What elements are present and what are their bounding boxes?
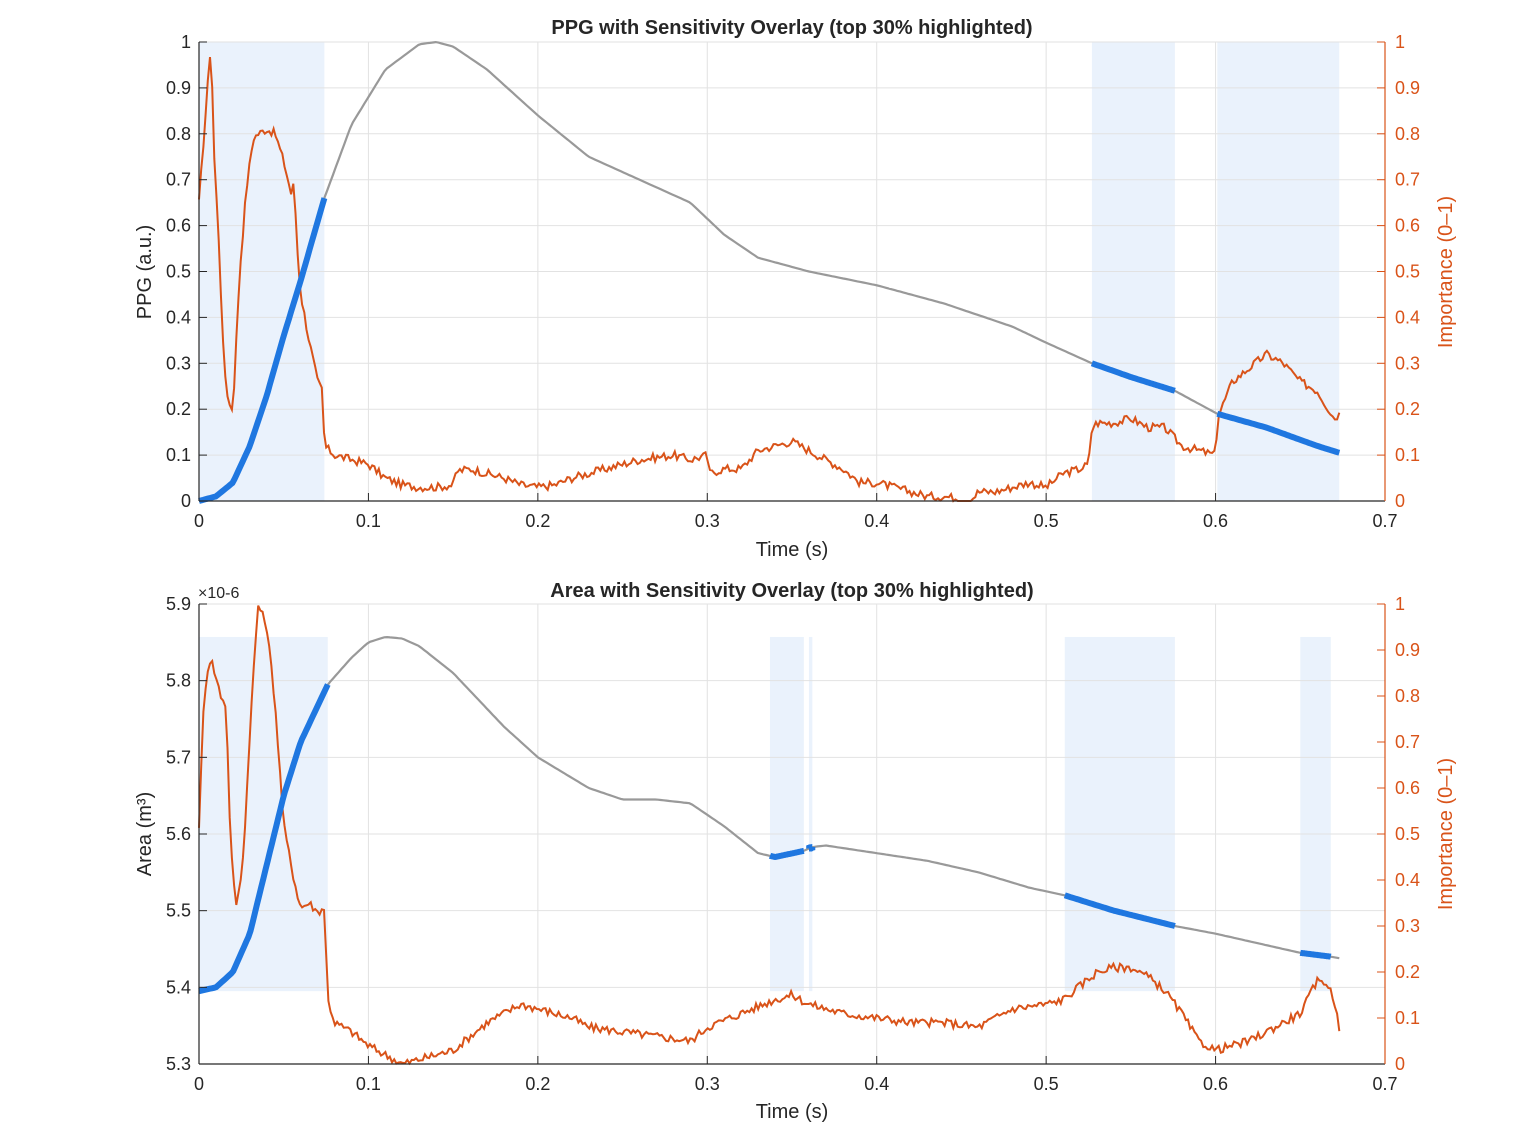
y-tick-label: 5.7 bbox=[166, 747, 191, 767]
y-tick-label: 0 bbox=[181, 491, 191, 511]
highlighted-signal-segment bbox=[806, 844, 816, 852]
highlighted-signal-segment bbox=[1216, 410, 1341, 456]
highlighted-signal-segment bbox=[198, 683, 331, 995]
y-right-tick-label: 0.2 bbox=[1395, 399, 1420, 419]
highlighted-signal-segment bbox=[1299, 949, 1332, 960]
y-tick-label: 5.8 bbox=[166, 671, 191, 691]
x-tick-label: 0.4 bbox=[864, 1074, 889, 1094]
x-tick-label: 0.3 bbox=[695, 1074, 720, 1094]
y-right-tick-label: 0.8 bbox=[1395, 686, 1420, 706]
x-tick-label: 0.4 bbox=[864, 511, 889, 531]
area-chart: Area with Sensitivity Overlay (top 30% h… bbox=[134, 580, 1457, 1123]
x-tick-label: 0.7 bbox=[1372, 1074, 1397, 1094]
y-tick-label: 5.4 bbox=[166, 977, 191, 997]
highlight-region bbox=[769, 636, 804, 992]
y-right-tick-label: 0.1 bbox=[1395, 1008, 1420, 1028]
y-right-tick-label: 0.9 bbox=[1395, 78, 1420, 98]
y-tick-label: 0.8 bbox=[166, 124, 191, 144]
ppg-chart: PPG with Sensitivity Overlay (top 30% hi… bbox=[134, 17, 1457, 561]
y-right-tick-label: 1 bbox=[1395, 594, 1405, 614]
y-right-tick-label: 1 bbox=[1395, 32, 1405, 52]
y-tick-label: 5.3 bbox=[166, 1054, 191, 1074]
y-right-tick-label: 0.6 bbox=[1395, 216, 1420, 236]
y-right-tick-label: 0.7 bbox=[1395, 732, 1420, 752]
y-tick-label: 1 bbox=[181, 32, 191, 52]
y-right-tick-label: 0.8 bbox=[1395, 124, 1420, 144]
y-right-tick-label: 0.3 bbox=[1395, 916, 1420, 936]
x-axis-label: Time (s) bbox=[756, 1101, 829, 1123]
y-axis-right-label: Importance (0–1) bbox=[1435, 196, 1457, 348]
importance-series-line bbox=[198, 57, 1341, 503]
x-tick-label: 0.1 bbox=[356, 1074, 381, 1094]
y-tick-label: 0.4 bbox=[166, 307, 191, 327]
y-exponent-label: ×10-6 bbox=[198, 585, 239, 602]
y-tick-label: 0.5 bbox=[166, 262, 191, 282]
y-right-tick-label: 0.7 bbox=[1395, 170, 1420, 190]
x-tick-label: 0.5 bbox=[1034, 1074, 1059, 1094]
y-tick-label: 5.9 bbox=[166, 594, 191, 614]
y-right-tick-label: 0.6 bbox=[1395, 778, 1420, 798]
y-tick-label: 5.5 bbox=[166, 901, 191, 921]
y-right-tick-label: 0.9 bbox=[1395, 640, 1420, 660]
x-axis-label: Time (s) bbox=[756, 539, 829, 561]
y-tick-label: 0.6 bbox=[166, 216, 191, 236]
highlighted-signal-segment bbox=[198, 197, 328, 504]
y-tick-label: 0.3 bbox=[166, 353, 191, 373]
highlight-region bbox=[199, 636, 328, 992]
x-tick-label: 0.7 bbox=[1372, 511, 1397, 531]
chart-title: Area with Sensitivity Overlay (top 30% h… bbox=[550, 580, 1033, 602]
y-right-tick-label: 0.3 bbox=[1395, 353, 1420, 373]
highlight-region bbox=[1064, 636, 1175, 992]
highlighted-signal-segment bbox=[1063, 892, 1176, 929]
y-right-tick-label: 0.1 bbox=[1395, 445, 1420, 465]
y-tick-label: 0.1 bbox=[166, 445, 191, 465]
y-right-tick-label: 0.4 bbox=[1395, 870, 1420, 890]
highlighted-signal-segment bbox=[1090, 360, 1176, 394]
y-right-tick-label: 0 bbox=[1395, 1054, 1405, 1074]
x-tick-label: 0.3 bbox=[695, 511, 720, 531]
y-tick-label: 0.2 bbox=[166, 399, 191, 419]
x-tick-label: 0.5 bbox=[1034, 511, 1059, 531]
y-axis-right-label: Importance (0–1) bbox=[1435, 758, 1457, 910]
x-tick-label: 0.2 bbox=[525, 1074, 550, 1094]
y-tick-label: 0.7 bbox=[166, 170, 191, 190]
y-right-tick-label: 0.5 bbox=[1395, 824, 1420, 844]
x-tick-label: 0 bbox=[194, 511, 204, 531]
y-right-tick-label: 0.5 bbox=[1395, 262, 1420, 282]
y-right-tick-label: 0.2 bbox=[1395, 962, 1420, 982]
x-tick-label: 0 bbox=[194, 1074, 204, 1094]
y-tick-label: 5.6 bbox=[166, 824, 191, 844]
highlight-region bbox=[808, 636, 813, 992]
highlighted-signal-segment bbox=[768, 847, 805, 861]
importance-series-line bbox=[198, 605, 1341, 1066]
y-tick-label: 0.9 bbox=[166, 78, 191, 98]
x-tick-label: 0.6 bbox=[1203, 1074, 1228, 1094]
y-axis-label: Area (m³) bbox=[134, 792, 156, 876]
highlight-region bbox=[1300, 636, 1331, 992]
chart-title: PPG with Sensitivity Overlay (top 30% hi… bbox=[551, 17, 1032, 39]
x-tick-label: 0.1 bbox=[356, 511, 381, 531]
x-tick-label: 0.2 bbox=[525, 511, 550, 531]
x-tick-label: 0.6 bbox=[1203, 511, 1228, 531]
y-right-tick-label: 0.4 bbox=[1395, 307, 1420, 327]
y-right-tick-label: 0 bbox=[1395, 491, 1405, 511]
y-axis-label: PPG (a.u.) bbox=[134, 225, 156, 319]
